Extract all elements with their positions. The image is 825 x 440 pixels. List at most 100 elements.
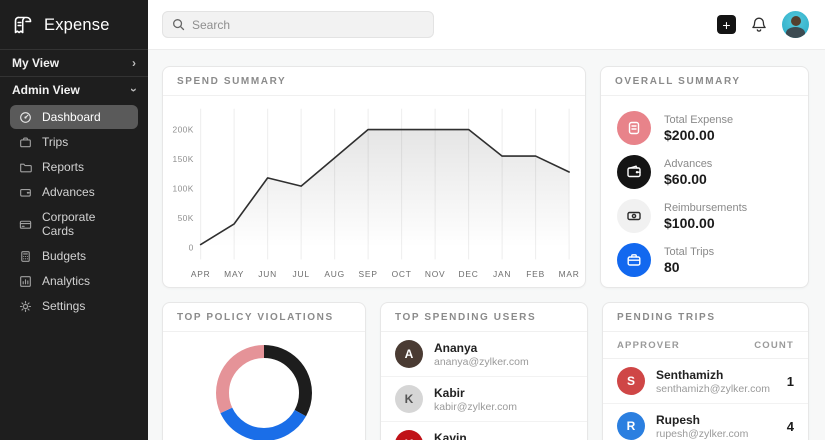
svg-text:200K: 200K <box>173 125 194 135</box>
folder-icon <box>20 163 32 172</box>
svg-text:JUL: JUL <box>292 269 309 279</box>
user-name: Ananya <box>434 340 478 355</box>
policy-violations-card: TOP POLICY VIOLATIONS <box>162 302 366 440</box>
wallet-icon <box>20 188 31 197</box>
svg-text:JAN: JAN <box>493 269 511 279</box>
svg-text:150K: 150K <box>173 154 194 164</box>
sidebar-nav: Dashboard Trips Reports Advances <box>10 105 138 318</box>
avatar: K <box>395 385 423 413</box>
credit-card-icon <box>19 220 32 229</box>
avatar: K <box>395 430 423 440</box>
policy-violations-chart-area <box>163 332 365 440</box>
svg-text:MAR: MAR <box>559 269 580 279</box>
sidebar: Expense My View › Admin View › Dashboard… <box>0 0 148 440</box>
svg-text:DEC: DEC <box>459 269 479 279</box>
trip-count: 1 <box>786 373 794 389</box>
svg-text:JUN: JUN <box>258 269 277 279</box>
receipt-logo-icon <box>14 16 32 34</box>
add-button[interactable]: + <box>717 15 736 34</box>
summary-item-total-expense: Total Expense $200.00 <box>617 106 792 150</box>
calculator-icon <box>21 250 30 262</box>
banknote-icon <box>617 199 651 233</box>
sidebar-item-corporate-cards[interactable]: Corporate Cards <box>10 205 138 243</box>
svg-text:FEB: FEB <box>526 269 545 279</box>
notifications-bell-icon[interactable] <box>750 16 768 34</box>
svg-text:OCT: OCT <box>392 269 412 279</box>
user-avatar[interactable] <box>782 11 809 38</box>
overall-summary-list: Total Expense $200.00 Advances $60.0 <box>601 96 808 282</box>
avatar: R <box>617 412 645 440</box>
nav-label: Settings <box>42 299 86 313</box>
pending-trips-card: PENDING TRIPS APPROVER COUNT S Senthamiz… <box>602 302 809 440</box>
dashboard-icon <box>20 111 31 123</box>
approver-email: rupesh@zylker.com <box>656 427 749 440</box>
list-item[interactable]: K Kavin kavin@zylker.com <box>381 422 587 440</box>
search-box[interactable] <box>162 11 434 38</box>
table-row[interactable]: S Senthamizh senthamizh@zylker.com 1 <box>603 359 808 404</box>
topbar-actions: + <box>717 11 809 38</box>
approver-email: senthamizh@zylker.com <box>656 382 770 395</box>
overall-summary-card: OVERALL SUMMARY Total Expense $200.00 <box>600 66 809 288</box>
search-input[interactable] <box>192 17 424 32</box>
spend-summary-chart: APR MAY JUN JUL AUG SEP OCT NOV DEC JAN FEB MAR 200K… <box>173 108 580 279</box>
list-item[interactable]: A Ananya ananya@zylker.com <box>381 332 587 377</box>
svg-text:100K: 100K <box>173 183 194 193</box>
sidebar-item-advances[interactable]: Advances <box>10 180 138 204</box>
main-content: SPEND SUMMARY APR MAY JUN JUL AUG SEP OCT NOV DE… <box>148 50 825 440</box>
sidebar-section-my-view[interactable]: My View › <box>0 49 148 76</box>
chevron-down-icon: › <box>127 88 141 92</box>
spend-summary-chart-area: APR MAY JUN JUL AUG SEP OCT NOV DEC JAN FEB MAR 200K… <box>163 96 585 287</box>
search-icon <box>173 19 185 31</box>
list-item[interactable]: K Kabir kabir@zylker.com <box>381 377 587 422</box>
table-row[interactable]: R Rupesh rupesh@zylker.com 4 <box>603 404 808 440</box>
svg-text:MAY: MAY <box>224 269 244 279</box>
summary-item-advances: Advances $60.00 <box>617 150 792 194</box>
wallet-icon <box>617 155 651 189</box>
avatar: A <box>395 340 423 368</box>
svg-text:50K: 50K <box>178 213 194 223</box>
approver-name: Senthamizh <box>656 367 724 382</box>
svg-text:AUG: AUG <box>324 269 345 279</box>
pending-trips-title: PENDING TRIPS <box>603 303 808 332</box>
spending-users-card: TOP SPENDING USERS A Ananya ananya@zylke… <box>380 302 588 440</box>
nav-label: Analytics <box>42 274 91 288</box>
section-label: My View <box>12 56 60 70</box>
briefcase-icon <box>20 136 31 147</box>
summary-label: Reimbursements <box>664 201 748 214</box>
sidebar-item-trips[interactable]: Trips <box>10 130 138 154</box>
chevron-right-icon: › <box>132 56 136 70</box>
count-column-header: COUNT <box>754 340 794 351</box>
pending-trips-column-headers: APPROVER COUNT <box>603 332 808 359</box>
sidebar-item-analytics[interactable]: Analytics <box>10 269 138 293</box>
summary-value: $100.00 <box>664 214 715 231</box>
sidebar-item-dashboard[interactable]: Dashboard <box>10 105 138 129</box>
summary-label: Advances <box>664 157 713 170</box>
user-email: ananya@zylker.com <box>434 355 529 368</box>
nav-label: Corporate Cards <box>42 210 96 238</box>
sidebar-item-budgets[interactable]: Budgets <box>10 244 138 268</box>
avatar: S <box>617 367 645 395</box>
user-email: kabir@zylker.com <box>434 400 518 413</box>
trip-count: 4 <box>786 418 794 434</box>
summary-value: 80 <box>664 258 680 275</box>
policy-violations-title: TOP POLICY VIOLATIONS <box>163 303 365 332</box>
spend-summary-card: SPEND SUMMARY APR MAY JUN JUL AUG SEP OCT NOV DE… <box>162 66 586 288</box>
sidebar-section-admin-view[interactable]: Admin View › <box>0 76 148 103</box>
sidebar-item-reports[interactable]: Reports <box>10 155 138 179</box>
approver-column-header: APPROVER <box>617 340 680 351</box>
svg-text:NOV: NOV <box>425 269 446 279</box>
app-title: Expense <box>44 15 110 34</box>
nav-label: Dashboard <box>42 110 101 124</box>
user-name: Kabir <box>434 385 465 400</box>
sidebar-item-settings[interactable]: Settings <box>10 294 138 318</box>
summary-label: Total Expense <box>664 113 734 126</box>
section-label: Admin View <box>12 83 80 97</box>
nav-label: Trips <box>42 135 69 149</box>
spend-summary-title: SPEND SUMMARY <box>163 67 585 96</box>
nav-label: Advances <box>42 185 95 199</box>
overall-summary-title: OVERALL SUMMARY <box>601 67 808 96</box>
nav-label: Reports <box>42 160 85 174</box>
receipt-icon <box>617 111 651 145</box>
app-logo[interactable]: Expense <box>0 0 148 49</box>
